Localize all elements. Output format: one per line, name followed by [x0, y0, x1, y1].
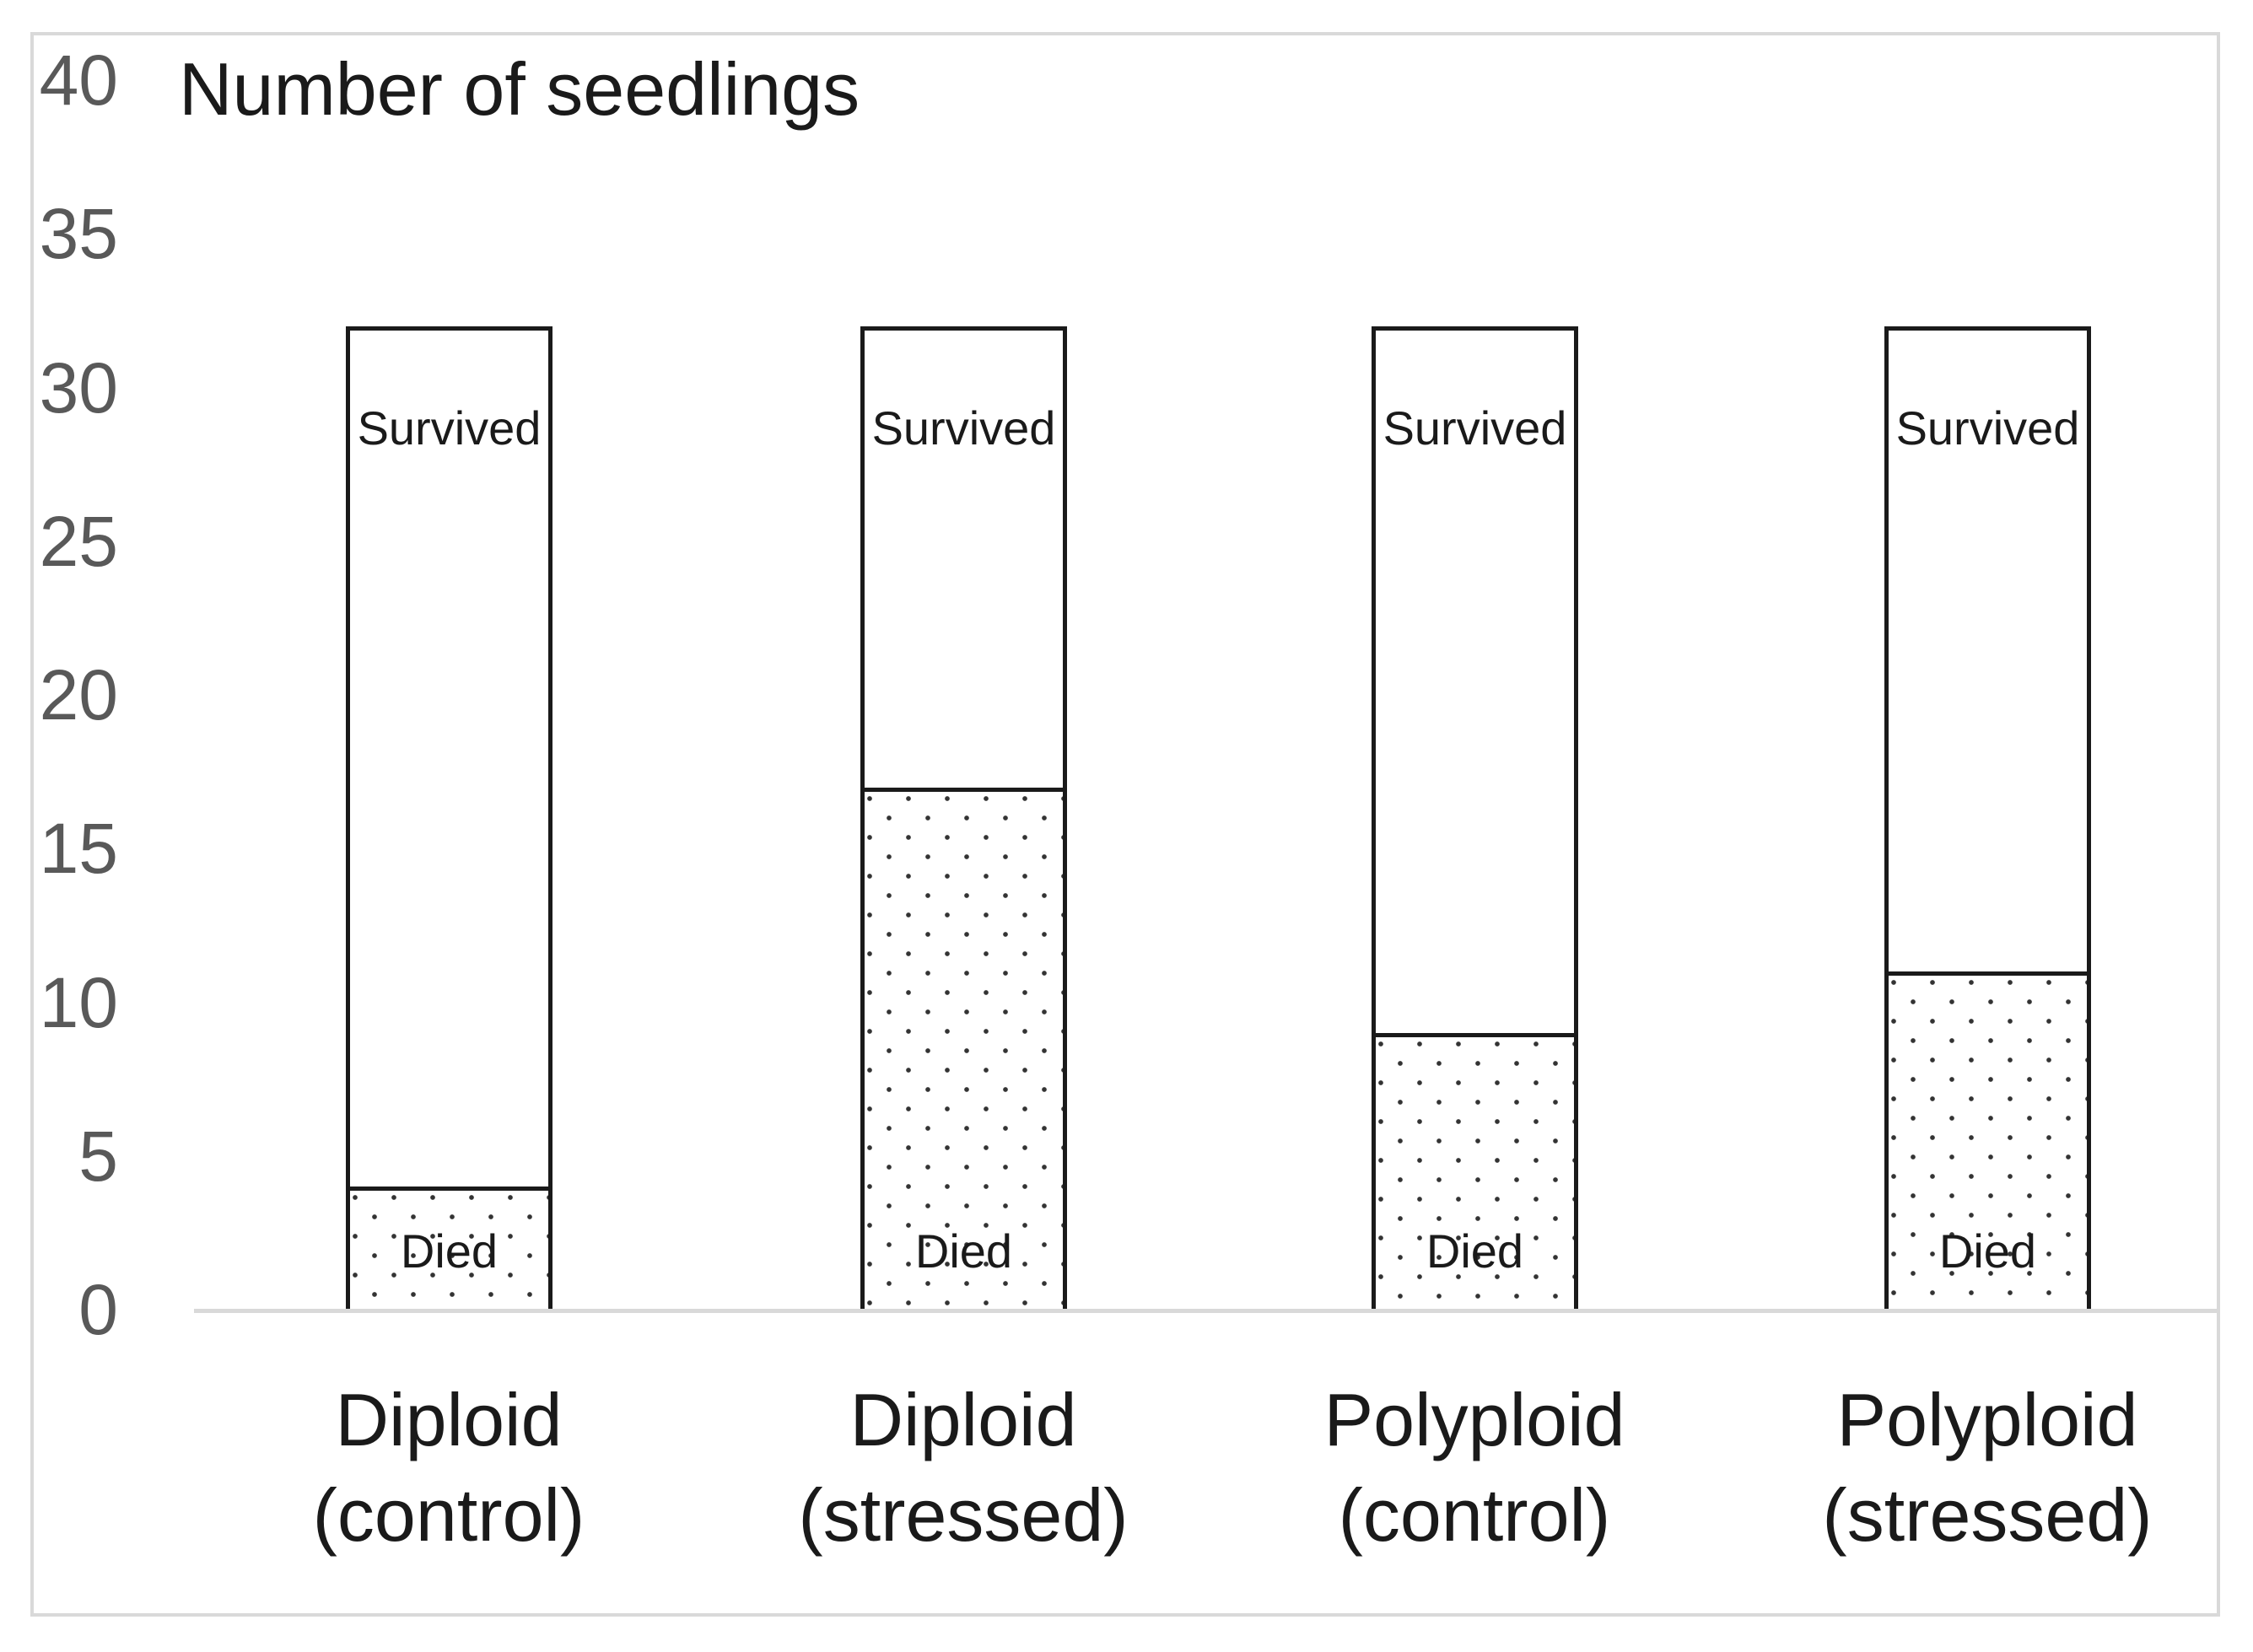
y-tick-0: 0 [78, 1270, 118, 1349]
category-line2: (control) [1338, 1472, 1611, 1557]
y-tick-10: 10 [39, 962, 118, 1042]
bar-polyploid-stressed: Survived Died [1884, 326, 2091, 1310]
bar-diploid-stressed: Survived Died [860, 326, 1067, 1310]
category-line2: (stressed) [798, 1472, 1129, 1557]
survived-label: Survived [357, 401, 542, 455]
category-line2: (stressed) [1822, 1472, 2153, 1557]
category-label-polyploid-stressed: Polyploid (stressed) [1692, 1373, 2253, 1563]
died-label: Died [1426, 1224, 1524, 1278]
survived-label: Survived [871, 401, 1056, 455]
bar-diploid-control: Survived Died [346, 326, 552, 1310]
chart-title: Number of seedlings [179, 47, 860, 131]
category-line1: Polyploid [1836, 1378, 2138, 1461]
category-label-polyploid-control: Polyploid (control) [1179, 1373, 1770, 1563]
bar-segment-died: Died [350, 1187, 548, 1310]
x-axis-line [194, 1309, 2220, 1313]
y-tick-35: 35 [39, 194, 118, 274]
y-tick-5: 5 [78, 1116, 118, 1196]
y-tick-20: 20 [39, 655, 118, 735]
died-label: Died [914, 1224, 1013, 1278]
category-line1: Diploid [849, 1378, 1077, 1461]
bar-segment-died: Died [1376, 1033, 1574, 1310]
y-tick-40: 40 [39, 40, 118, 120]
survived-label: Survived [1383, 401, 1567, 455]
survived-label: Survived [1895, 401, 2080, 455]
category-line2: (control) [312, 1472, 585, 1557]
y-tick-25: 25 [39, 501, 118, 581]
died-label: Died [400, 1224, 499, 1278]
y-tick-15: 15 [39, 809, 118, 889]
bar-polyploid-control: Survived Died [1372, 326, 1578, 1310]
bar-segment-died: Died [865, 788, 1063, 1310]
bar-segment-died: Died [1889, 971, 2087, 1310]
category-label-diploid-control: Diploid (control) [154, 1373, 744, 1563]
category-label-diploid-stressed: Diploid (stressed) [668, 1373, 1259, 1563]
y-tick-30: 30 [39, 347, 118, 428]
died-label: Died [1938, 1224, 2037, 1278]
category-line1: Polyploid [1323, 1378, 1625, 1461]
category-line1: Diploid [335, 1378, 563, 1461]
